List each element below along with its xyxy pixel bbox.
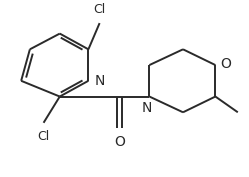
Text: O: O bbox=[114, 135, 125, 149]
Text: N: N bbox=[95, 74, 105, 88]
Text: N: N bbox=[142, 101, 152, 115]
Text: Cl: Cl bbox=[93, 3, 106, 16]
Text: Cl: Cl bbox=[37, 130, 50, 143]
Text: O: O bbox=[220, 57, 231, 71]
